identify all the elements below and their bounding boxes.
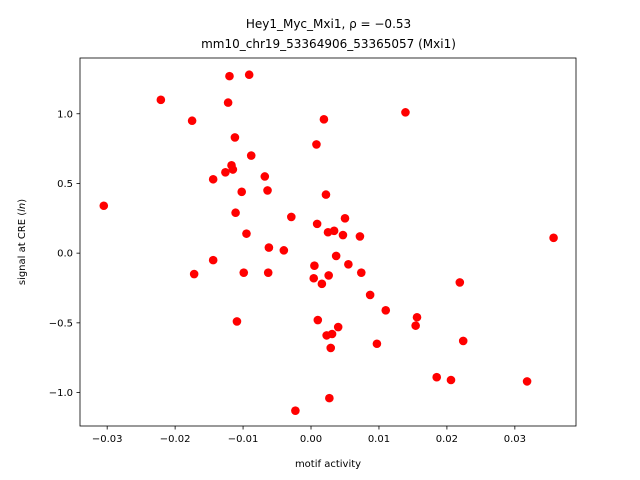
data-point [239, 268, 249, 277]
y-axis-label: signal at CRE (ln) [17, 199, 28, 285]
data-point [327, 329, 337, 339]
data-point [187, 116, 197, 126]
data-point [324, 271, 333, 280]
data-point [237, 187, 247, 197]
data-point [401, 108, 410, 117]
x-axis-ticks: −0.03 −0.02 −0.01 0.00 0.01 0.02 0.03 [92, 426, 526, 445]
data-point [244, 70, 254, 80]
data-point [340, 214, 350, 223]
data-point [549, 233, 558, 243]
chart-title-line2: mm10_chr19_53364906_53365057 (Mxi1) [201, 37, 456, 51]
x-tick-label: 0.00 [300, 434, 322, 445]
data-point [321, 190, 331, 199]
data-point [232, 317, 242, 326]
data-point [208, 174, 218, 184]
data-point [522, 377, 532, 386]
data-point [317, 279, 327, 289]
data-point [189, 269, 199, 279]
data-point [230, 133, 240, 142]
data-point [312, 140, 321, 149]
data-point [455, 278, 465, 287]
x-tick-label: −0.02 [160, 434, 191, 445]
data-point [263, 268, 273, 277]
data-point [208, 255, 218, 265]
x-tick-label: 0.01 [368, 434, 390, 445]
data-point [432, 372, 442, 382]
data-point [338, 230, 348, 240]
x-tick-label: 0.03 [504, 434, 526, 445]
data-point [356, 268, 366, 277]
data-point [156, 95, 166, 105]
data-point [263, 186, 272, 195]
y-tick-label: 1.0 [57, 109, 73, 120]
data-point [381, 306, 391, 315]
y-axis-ticks: −1.0 −0.5 0.0 0.5 1.0 [49, 109, 80, 399]
x-tick-label: −0.01 [228, 434, 259, 445]
data-point [344, 260, 353, 269]
data-point [291, 406, 300, 415]
data-point [309, 273, 319, 283]
plot-area-frame [79, 57, 577, 427]
x-tick-label: 0.02 [436, 434, 458, 445]
data-point [99, 201, 109, 211]
data-point [329, 226, 339, 236]
data-point [365, 290, 375, 300]
data-point [246, 151, 256, 160]
y-tick-label: −1.0 [49, 388, 73, 399]
data-point [372, 339, 382, 349]
data-points [99, 70, 558, 415]
data-point [312, 219, 322, 229]
data-point [458, 336, 468, 346]
data-point [228, 165, 238, 174]
data-point [355, 232, 365, 241]
data-point [287, 212, 296, 222]
data-point [313, 315, 323, 325]
data-point [331, 251, 341, 261]
data-point [325, 393, 334, 403]
y-tick-label: 0.0 [57, 249, 73, 260]
data-point [264, 243, 274, 252]
data-point [279, 246, 289, 255]
data-point [310, 261, 319, 271]
data-point [326, 343, 336, 353]
data-point [333, 322, 343, 332]
data-point [260, 172, 270, 181]
x-tick-label: −0.03 [92, 434, 123, 445]
x-axis-label: motif activity [295, 459, 361, 470]
y-tick-label: −0.5 [49, 318, 73, 329]
data-point [412, 312, 422, 322]
data-point [231, 208, 240, 218]
data-point [225, 71, 234, 81]
data-point [319, 115, 329, 124]
data-point [446, 375, 456, 385]
y-tick-label: 0.5 [57, 179, 73, 190]
data-point [221, 168, 230, 177]
data-point [223, 98, 233, 107]
data-point [411, 321, 420, 330]
chart-title-line1: Hey1_Myc_Mxi1, ρ = −0.53 [246, 17, 411, 31]
data-point [242, 229, 251, 238]
